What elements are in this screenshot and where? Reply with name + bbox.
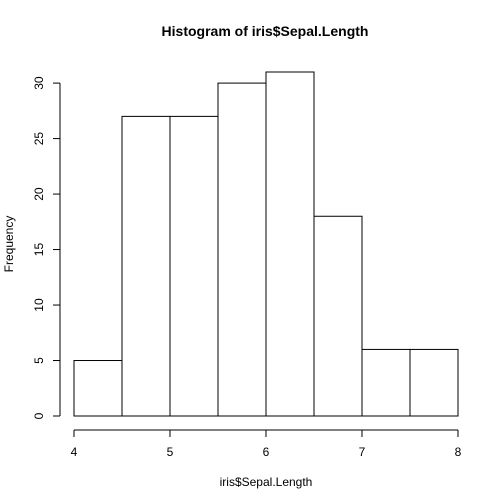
- y-tick-label-15: 15: [32, 243, 46, 257]
- histogram-bar-5: [265, 71, 315, 417]
- y-tick-label-25: 25: [32, 132, 46, 146]
- histogram-bar-4: [217, 82, 267, 417]
- histogram-bar-1: [73, 360, 123, 417]
- x-tick-label-5: 5: [167, 445, 174, 459]
- y-tick-label-10: 10: [32, 298, 46, 312]
- histogram-bar-7: [361, 348, 411, 417]
- y-tick-label-0: 0: [32, 412, 46, 419]
- chart-title: Histogram of iris$Sepal.Length: [162, 23, 369, 39]
- y-axis: 0 5 10 15 20 25 30: [32, 76, 61, 419]
- bars-group: [73, 71, 459, 417]
- histogram-bar-3: [169, 115, 219, 417]
- x-tick-label-8: 8: [455, 445, 462, 459]
- y-axis-label: Frequency: [2, 216, 16, 273]
- histogram-bar-2: [121, 115, 171, 417]
- x-tick-label-4: 4: [71, 445, 78, 459]
- y-tick-label-20: 20: [32, 187, 46, 201]
- y-tick-label-5: 5: [32, 357, 46, 364]
- x-axis: 4 5 6 7 8: [71, 429, 462, 459]
- x-tick-label-6: 6: [263, 445, 270, 459]
- histogram-bar-6: [313, 215, 363, 417]
- y-tick-label-30: 30: [32, 76, 46, 90]
- x-tick-label-7: 7: [359, 445, 366, 459]
- histogram-bar-8: [409, 348, 459, 417]
- x-axis-label: iris$Sepal.Length: [220, 475, 313, 489]
